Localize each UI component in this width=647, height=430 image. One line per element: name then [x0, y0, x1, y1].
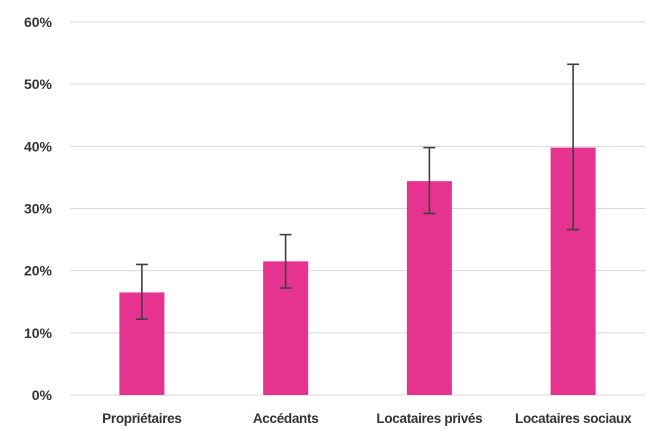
error-bar	[135, 263, 148, 320]
y-tick-label: 40%	[24, 138, 53, 154]
bar	[406, 181, 452, 395]
error-bar	[279, 233, 292, 289]
y-tick-label: 20%	[24, 263, 53, 279]
error-bar	[423, 146, 436, 215]
x-axis-category-labels: Propriétaires Accédants Locataires privés L…	[102, 411, 632, 426]
y-tick-label: 50%	[24, 76, 53, 92]
x-category-label: Accédants	[253, 411, 319, 426]
error-bar	[567, 63, 580, 231]
x-category-label: Propriétaires	[102, 411, 181, 426]
x-category-label: Locataires privés	[376, 411, 482, 426]
y-tick-label: 10%	[24, 325, 53, 341]
y-axis-tick-labels: 0% 10% 20% 30% 40% 50% 60%	[24, 14, 53, 403]
y-tick-label: 60%	[24, 14, 53, 30]
gridlines	[70, 21, 645, 396]
y-tick-label: 0%	[32, 387, 53, 403]
error-bars	[135, 63, 580, 320]
y-tick-label: 30%	[24, 201, 53, 217]
bars	[119, 147, 596, 395]
x-category-label: Locataires sociaux	[515, 411, 632, 426]
